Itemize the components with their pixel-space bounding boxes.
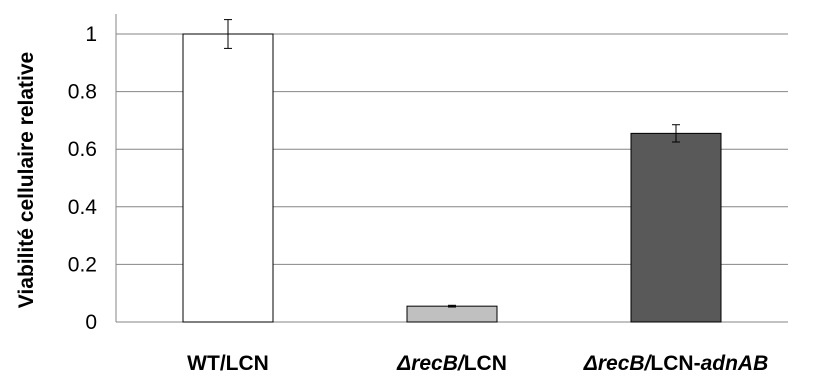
bar bbox=[406, 305, 498, 323]
x-category-label-part: ΔrecB/ bbox=[583, 352, 653, 375]
x-category-label: ΔrecB/LCN-adnAB bbox=[583, 352, 768, 375]
x-category-label: WT/LCN bbox=[187, 352, 269, 375]
y-tick-label: 0.2 bbox=[68, 253, 97, 276]
x-category-label: ΔrecB/LCN bbox=[396, 352, 507, 375]
y-tick-label: 0.6 bbox=[68, 138, 97, 161]
bars bbox=[182, 33, 722, 323]
y-tick-label: 0 bbox=[85, 311, 97, 334]
x-category-label-part: LCN bbox=[464, 352, 507, 375]
y-tick-label: 1 bbox=[85, 23, 97, 46]
x-category-label-part: adnAB bbox=[701, 352, 769, 375]
y-tick-label: 0.8 bbox=[68, 81, 97, 104]
y-tick-label: 0.4 bbox=[68, 196, 98, 219]
x-category-label-part: WT/LCN bbox=[187, 352, 269, 375]
x-category-label-part: LCN- bbox=[650, 352, 700, 375]
y-tick-labels: 0 0.2 0.4 0.6 0.8 1 bbox=[68, 23, 98, 334]
x-category-labels: WT/LCN ΔrecB/LCN ΔrecB/LCN-adnAB bbox=[187, 352, 768, 375]
x-category-label-part: ΔrecB/ bbox=[396, 352, 466, 375]
bar bbox=[630, 132, 722, 323]
y-axis-label: Viabilité cellulaire relative bbox=[15, 52, 38, 308]
error-bars bbox=[224, 19, 680, 308]
bar bbox=[182, 33, 274, 323]
